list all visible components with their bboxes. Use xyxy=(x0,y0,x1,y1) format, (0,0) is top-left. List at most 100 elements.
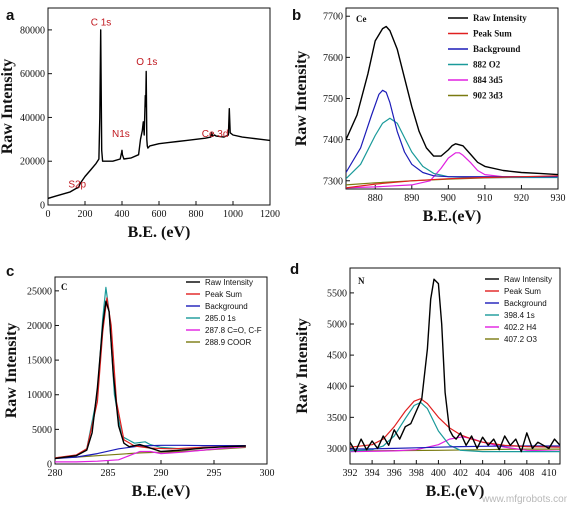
y-tick-label: 5500 xyxy=(327,288,347,299)
y-axis-label: Raw Intensity xyxy=(293,51,310,147)
x-tick-label: 200 xyxy=(78,209,93,220)
element-label: C xyxy=(61,282,68,292)
series-line-background xyxy=(55,444,246,460)
x-axis-label: B.E.(eV) xyxy=(426,483,485,500)
legend-entry: 285.0 1s xyxy=(205,314,236,323)
series-line-882-o2 xyxy=(346,117,558,180)
legend-entry: 902 3d3 xyxy=(473,91,503,101)
x-tick-label: 890 xyxy=(404,193,419,204)
x-tick-label: 800 xyxy=(189,209,204,220)
element-label: Ce xyxy=(356,14,367,24)
x-tick-label: 295 xyxy=(207,468,222,479)
y-tick-label: 40000 xyxy=(20,113,45,124)
peak-annotation: N1s xyxy=(112,129,130,140)
legend-entry: 398.4 1s xyxy=(504,311,535,320)
series-line-raw-intensity xyxy=(350,278,560,453)
y-axis-label: Raw Intensity xyxy=(0,59,16,155)
legend-entry: Peak Sum xyxy=(504,287,541,296)
x-tick-label: 0 xyxy=(46,209,51,220)
legend-entry: Raw Intensity xyxy=(473,13,527,23)
series-line-285-0-1s xyxy=(55,286,246,459)
legend: Raw Intensity Peak Sum Background 882 O2 884… xyxy=(448,13,527,101)
element-label: N xyxy=(358,276,365,286)
legend-entry: Raw Intensity xyxy=(205,278,253,287)
y-axis-label: Raw Intensity xyxy=(3,323,20,419)
panel-label: a xyxy=(6,7,15,24)
y-tick-label: 5000 xyxy=(32,425,52,436)
series-line-background xyxy=(346,89,558,178)
x-tick-label: 400 xyxy=(431,468,446,479)
series-line-402-2-h4 xyxy=(350,436,560,453)
chart-panel-a: a 0 200 400 600 800 1000 1200 0 20000 40000 60000 80… xyxy=(0,7,280,241)
peak-annotation: S2p xyxy=(68,179,86,190)
legend-entry: Raw Intensity xyxy=(504,275,552,284)
series-line-287-8-c-o-c-f xyxy=(55,446,246,463)
series-line-peak-sum xyxy=(350,398,560,448)
legend: Raw Intensity Peak Sum Background 285.0 1s 2… xyxy=(186,278,262,347)
series-line-peak-sum xyxy=(346,175,558,189)
y-tick-label: 3500 xyxy=(327,413,347,424)
x-tick-label: 410 xyxy=(541,468,556,479)
legend-entry: 402.2 H4 xyxy=(504,323,537,332)
y-tick-label: 20000 xyxy=(20,157,45,168)
y-tick-label: 25000 xyxy=(27,286,52,297)
legend-entry: Peak Sum xyxy=(205,290,242,299)
chart-panel-d: d N 392 394 396 398 400 402 404 406 408 410 3000 3500… xyxy=(290,261,561,500)
y-tick-label: 7400 xyxy=(323,135,343,146)
legend-entry: Background xyxy=(473,44,520,54)
legend-entry: 882 O2 xyxy=(473,60,501,70)
y-tick-label: 15000 xyxy=(27,356,52,367)
x-tick-label: 404 xyxy=(475,468,490,479)
chart-panel-b: b Ce 880 890 900 910 920 930 7300 7400 7500 7600 770… xyxy=(292,7,566,225)
x-tick-label: 402 xyxy=(453,468,468,479)
x-tick-label: 398 xyxy=(409,468,424,479)
y-tick-label: 7500 xyxy=(323,94,343,105)
series-line-spectrum xyxy=(48,29,270,200)
x-tick-label: 396 xyxy=(387,468,402,479)
x-tick-label: 394 xyxy=(365,468,380,479)
peak-annotation: C 1s xyxy=(91,18,112,29)
plot-frame xyxy=(349,267,561,465)
legend-entry: 884 3d5 xyxy=(473,75,503,85)
x-tick-label: 920 xyxy=(514,193,529,204)
y-tick-label: 80000 xyxy=(20,25,45,36)
x-tick-label: 600 xyxy=(152,209,167,220)
legend-entry: Peak Sum xyxy=(473,29,512,39)
y-tick-label: 4000 xyxy=(327,382,347,393)
peak-annotation: Ce 3d xyxy=(202,129,229,140)
y-tick-label: 4500 xyxy=(327,351,347,362)
x-tick-label: 400 xyxy=(115,209,130,220)
y-tick-label: 5000 xyxy=(327,320,347,331)
x-tick-label: 280 xyxy=(48,468,63,479)
x-tick-label: 285 xyxy=(101,468,116,479)
series-line-398-4-1s xyxy=(350,401,560,453)
y-tick-label: 20000 xyxy=(27,321,52,332)
x-tick-label: 300 xyxy=(260,468,275,479)
panel-label: c xyxy=(6,263,14,280)
x-tick-label: 880 xyxy=(368,193,383,204)
x-axis-label: B.E.(eV) xyxy=(132,483,191,500)
panel-label: d xyxy=(290,261,299,278)
legend-entry: 287.8 C=O, C-F xyxy=(205,326,262,335)
y-tick-label: 0 xyxy=(40,201,45,212)
x-tick-label: 1200 xyxy=(260,209,280,220)
legend-entry: 288.9 COOR xyxy=(205,338,251,347)
x-tick-label: 392 xyxy=(343,468,358,479)
x-tick-label: 930 xyxy=(551,193,566,204)
y-tick-label: 10000 xyxy=(27,390,52,401)
series-line-raw-intensity xyxy=(346,25,558,176)
x-axis-label: B.E. (eV) xyxy=(128,224,191,241)
x-tick-label: 290 xyxy=(154,468,169,479)
x-tick-label: 1000 xyxy=(223,209,243,220)
series-line-peak-sum xyxy=(55,297,246,459)
chart-panel-c: c C 280 285 290 295 300 0 5000 10000 15000 20000 250… xyxy=(3,263,275,500)
peak-annotation: O 1s xyxy=(136,57,157,68)
x-tick-label: 408 xyxy=(519,468,534,479)
y-tick-label: 7600 xyxy=(323,53,343,64)
x-tick-label: 900 xyxy=(441,193,456,204)
x-tick-label: 910 xyxy=(477,193,492,204)
plot-frame xyxy=(47,7,271,206)
watermark-text: www.mfgrobots.com xyxy=(481,494,567,505)
x-axis-label: B.E.(eV) xyxy=(423,208,482,225)
